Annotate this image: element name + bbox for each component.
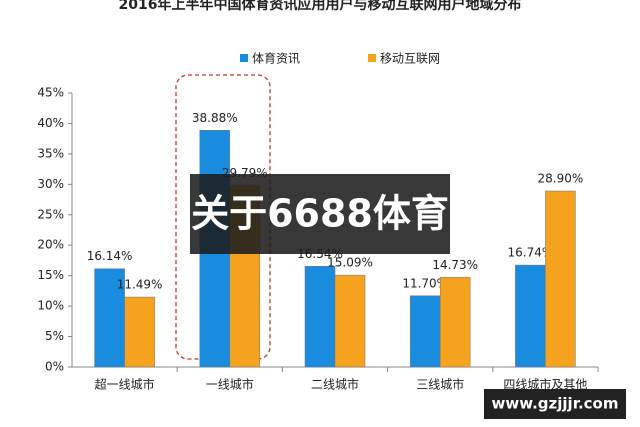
value-label: 11.70% xyxy=(402,276,448,290)
watermark: www.gzjjjr.com xyxy=(492,395,619,413)
bar xyxy=(94,268,125,368)
y-tick-label: 10% xyxy=(37,299,64,313)
x-tick-label: 四线城市及其他 xyxy=(503,377,587,392)
watermark-bg xyxy=(484,389,626,419)
value-label: 16.14% xyxy=(87,249,133,263)
bar xyxy=(124,296,155,368)
bar xyxy=(439,277,471,368)
bar xyxy=(545,190,576,368)
legend-swatch xyxy=(240,54,248,62)
bar xyxy=(334,274,366,368)
x-tick-label: 二线城市 xyxy=(311,377,359,392)
y-tick-label: 40% xyxy=(37,116,64,130)
overlay-text: 关于6688体育 xyxy=(191,192,449,236)
chart-title: 2016年上半年中国体育资讯应用用户与移动互联网用户地域分布 xyxy=(119,0,522,13)
y-tick-label: 30% xyxy=(37,177,64,191)
value-label: 28.90% xyxy=(538,172,584,186)
value-label: 15.09% xyxy=(327,256,373,270)
y-tick-label: 35% xyxy=(37,146,64,160)
y-tick-label: 20% xyxy=(37,238,64,252)
y-tick-label: 45% xyxy=(37,86,64,100)
value-label: 16.74% xyxy=(508,246,554,260)
x-tick-label: 一线城市 xyxy=(206,377,254,392)
y-tick-label: 0% xyxy=(45,360,64,374)
value-label: 14.73% xyxy=(432,258,478,272)
y-tick-label: 15% xyxy=(37,268,64,282)
bar xyxy=(409,295,441,368)
bar xyxy=(515,264,546,368)
legend-label: 体育资讯 xyxy=(252,51,300,66)
x-tick-label: 三线城市 xyxy=(416,377,464,392)
overlay-banner xyxy=(190,174,450,254)
plot: 0% 5% 10% 15% 20% 25% 30% 35% 40% 45% 体育资讯 移动互联网超一线… xyxy=(37,51,599,392)
y-tick-label: 5% xyxy=(45,329,64,343)
value-label: 11.49% xyxy=(117,278,163,292)
legend-label: 移动互联网 xyxy=(380,52,440,66)
value-label: 38.88% xyxy=(192,111,238,125)
legend-swatch xyxy=(368,54,376,62)
bar xyxy=(304,266,336,368)
x-tick-label: 超一线城市 xyxy=(95,377,155,392)
y-tick-label: 25% xyxy=(37,207,64,221)
